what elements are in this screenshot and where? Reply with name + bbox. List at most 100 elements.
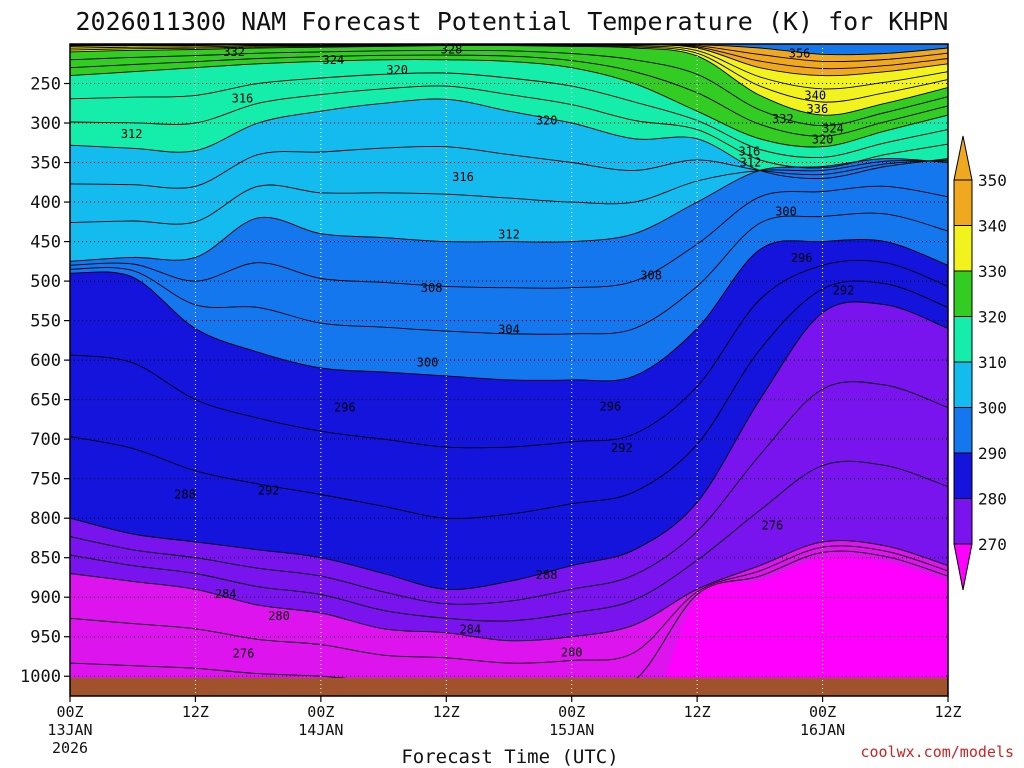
colorbar-segment: [953, 179, 973, 226]
contour-line: [70, 545, 948, 664]
y-tick-label: 900: [30, 588, 61, 608]
contour-line: [70, 98, 948, 179]
contour-label: 332: [772, 112, 794, 126]
contour-line: [70, 54, 948, 137]
x-tick-date: 13JAN: [47, 721, 92, 739]
contour-label: 280: [561, 646, 583, 660]
plot-field: 332 3283243203563163123403363323203243203…: [70, 43, 948, 696]
y-tick-label: 750: [30, 470, 61, 490]
y-tick-label: 650: [30, 391, 61, 411]
contour-line: [70, 460, 948, 622]
y-tick-label: 600: [30, 351, 61, 371]
contour-label: 320: [386, 63, 408, 77]
colorbar-segment: [953, 270, 973, 317]
contour-label: 332: [223, 45, 245, 59]
chart-title: 2026011300 NAM Forecast Potential Temper…: [76, 7, 949, 36]
contour-label: 292: [833, 284, 855, 298]
contour-line: [70, 301, 948, 590]
contour-label: 308: [421, 281, 443, 295]
contour-label: 296: [791, 251, 813, 265]
grid-lines: [70, 44, 948, 696]
colorbar-segment: [953, 452, 973, 499]
x-tick-date: 15JAN: [549, 721, 594, 739]
contour-label: 292: [611, 441, 633, 455]
contour-line: [70, 212, 948, 335]
colorbar-label: 300: [978, 399, 1007, 418]
contour-line: [70, 59, 948, 148]
contour-label: 340: [804, 88, 826, 102]
contour-line: [70, 49, 948, 127]
contour-line: [70, 540, 948, 642]
x-tick-label: 12Z: [684, 703, 711, 721]
y-tick-label: 1000: [20, 667, 61, 687]
contour-label: 312: [740, 156, 762, 170]
x-tick-label: 12Z: [182, 703, 209, 721]
contour-label: 300: [417, 355, 439, 369]
contour-label: 284: [215, 587, 237, 601]
y-tick-label: 300: [30, 114, 61, 134]
x-tick-date: 16JAN: [800, 721, 845, 739]
colorbar-label: 280: [978, 490, 1007, 509]
y-tick-label: 500: [30, 272, 61, 292]
contour-line: [70, 158, 948, 262]
ground-layer: [70, 678, 948, 696]
contour-line: [70, 280, 948, 519]
x-tick-label: 00Z: [56, 703, 83, 721]
contour-lines: [70, 44, 948, 689]
contour-label: 312: [498, 227, 520, 241]
colorbar-label: 310: [978, 353, 1007, 372]
y-tick-label: 450: [30, 233, 61, 253]
colorbar-label: 320: [978, 308, 1007, 327]
y-tick-label: 350: [30, 154, 61, 174]
colorbar-label: 290: [978, 444, 1007, 463]
contour-labels: 332 3283243203563163123403363323203243203…: [121, 43, 855, 660]
contour-label: 296: [334, 401, 356, 415]
contour-line: [70, 381, 948, 605]
colorbar-bottom-triangle: [953, 543, 973, 591]
y-tick-label: 950: [30, 628, 61, 648]
x-tick-label: 00Z: [307, 703, 334, 721]
contour-label: 336: [807, 102, 829, 116]
colorbar-segment: [953, 407, 973, 454]
contour-label: 288: [536, 568, 558, 582]
colorbar-label: 340: [978, 217, 1007, 236]
y-tick-label: 800: [30, 509, 61, 529]
contour-label: 288: [174, 487, 196, 501]
colorbar-segment: [953, 225, 973, 272]
contour-label: 312: [121, 127, 143, 141]
contour-line: [70, 185, 948, 289]
contour-label: 308: [640, 269, 662, 283]
y-tick-label: 700: [30, 430, 61, 450]
contour-line: [70, 259, 948, 449]
y-axis: 250 300 350 400 450 500 550 600 650 700 750 800 850 9…: [20, 75, 70, 687]
contour-label: 300: [775, 205, 797, 219]
credit-text: coolwx.com/models: [860, 743, 1014, 761]
contour-label: 284: [459, 623, 481, 637]
contour-label: 320: [536, 114, 558, 128]
contour-line: [70, 145, 948, 189]
colorbar-segment: [953, 498, 973, 545]
plot-frame: [69, 43, 949, 697]
x-axis-label: Forecast Time (UTC): [401, 746, 618, 768]
colorbar: 350 340 330 320 310 300 290 280 270: [953, 135, 1007, 591]
x-tick-year: 2026: [52, 739, 88, 757]
colorbar-label: 270: [978, 535, 1007, 554]
contour-label: 328: [441, 43, 463, 57]
contour-label: 276: [233, 646, 255, 660]
colorbar-label: 350: [978, 171, 1007, 190]
contour-label: 296: [600, 400, 622, 414]
y-tick-label: 400: [30, 193, 61, 213]
contour-line: [70, 85, 948, 169]
contour-label: 280: [268, 609, 290, 623]
contour-label: 316: [452, 170, 474, 184]
band-below-270: [659, 556, 948, 696]
contour-label: 316: [232, 92, 254, 106]
contour-label: 356: [789, 46, 811, 60]
color-bands: [70, 44, 948, 696]
contour-label: 316: [739, 144, 761, 158]
contour-label: 292: [258, 484, 280, 498]
contour-line: [70, 160, 948, 225]
x-tick-label: 00Z: [558, 703, 585, 721]
